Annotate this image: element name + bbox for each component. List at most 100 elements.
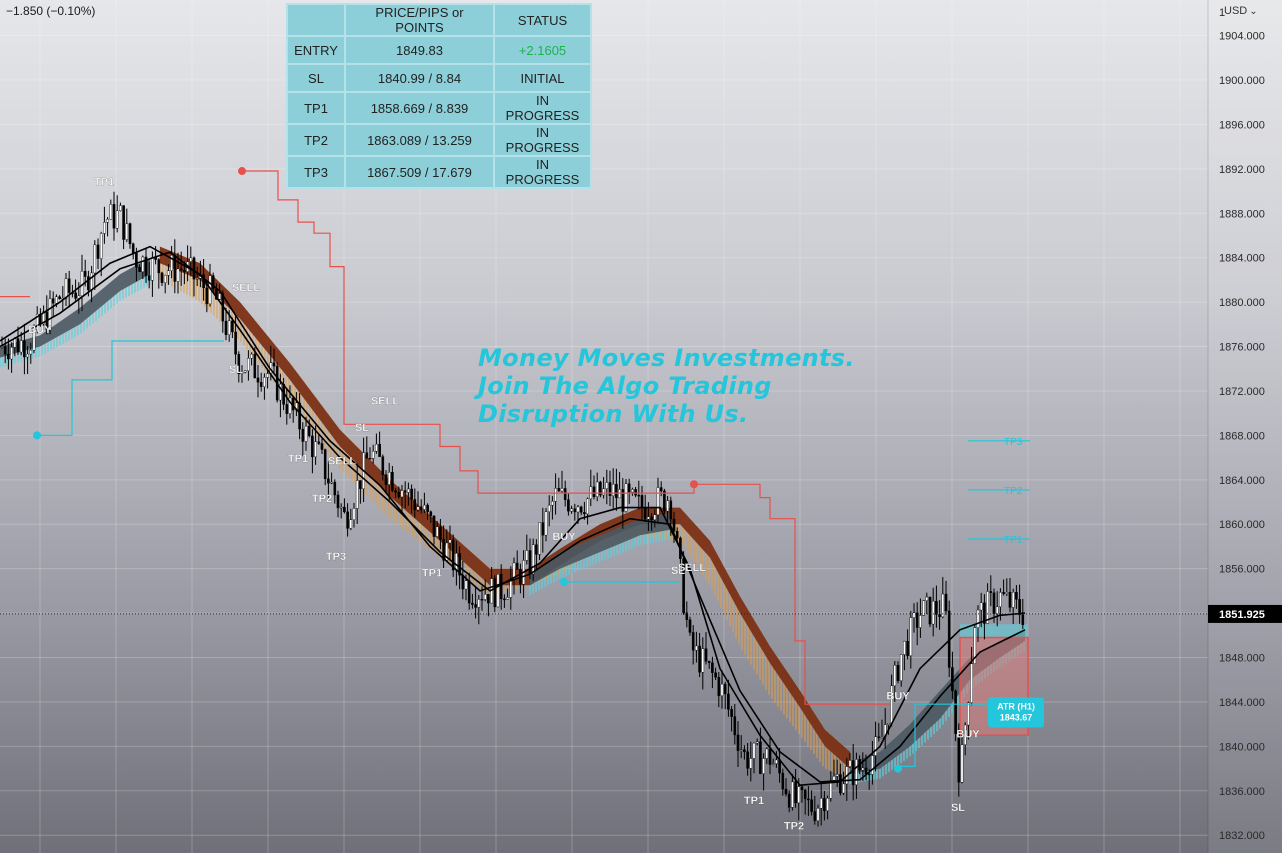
candle-body — [544, 511, 548, 536]
candle-body — [995, 606, 999, 614]
candle-body — [394, 490, 397, 493]
candle-body — [746, 751, 749, 769]
cyan-stripes — [529, 530, 669, 596]
candle-body — [752, 742, 756, 759]
candle-body — [234, 331, 237, 355]
candle-body — [775, 759, 778, 764]
candle-body — [26, 353, 29, 358]
candle-body — [650, 516, 653, 521]
candle-body — [675, 531, 679, 539]
candle-body — [243, 370, 247, 373]
candle-body — [288, 397, 292, 414]
signal-label: BUY — [28, 324, 52, 336]
candle-body — [90, 272, 93, 291]
candle-body — [563, 488, 567, 500]
candle-body — [611, 484, 615, 496]
row-status: IN PROGRESS — [493, 91, 592, 125]
candle-body — [941, 593, 945, 617]
signal-label: BUY — [886, 691, 910, 703]
cyan-stripes — [0, 274, 151, 368]
candles — [0, 191, 1025, 827]
candle-body — [189, 257, 193, 262]
price-tick-label: 1856.000 — [1219, 564, 1265, 576]
candle-body — [263, 377, 266, 387]
signal-label: SELL — [371, 395, 399, 407]
table-header: PRICE/PIPS or POINTS — [344, 3, 495, 37]
candle-body — [515, 562, 519, 570]
candle-body — [333, 481, 337, 496]
candle-body — [669, 500, 673, 520]
candle-body — [119, 205, 122, 211]
candle-body — [714, 672, 717, 678]
candle-body — [339, 506, 343, 509]
candle-body — [442, 539, 445, 561]
candle-body — [736, 734, 740, 751]
row-price: 1840.99 / 8.84 — [344, 63, 495, 93]
candle-body — [167, 270, 170, 276]
candle-body — [823, 798, 826, 812]
candle-body — [877, 736, 881, 738]
candle-body — [109, 204, 113, 220]
candle-body — [458, 552, 461, 576]
candle-body — [48, 298, 52, 331]
watermark-line: Join The Algo Trading — [478, 372, 772, 400]
candle-body — [749, 758, 753, 769]
candle-body — [10, 347, 13, 360]
candle-body — [691, 632, 695, 651]
candle-body — [29, 349, 33, 355]
candle-body — [698, 645, 701, 673]
candle-body — [151, 257, 154, 281]
candle-body — [928, 596, 932, 625]
candle-body — [1011, 592, 1015, 608]
candle-body — [797, 786, 801, 804]
candle-body — [480, 599, 484, 601]
signal-dot-marker — [238, 167, 246, 176]
table-row: SL 1840.99 / 8.84 INITIAL — [286, 63, 592, 93]
candle-body — [627, 483, 631, 493]
candle-body — [807, 798, 810, 801]
candle-body — [317, 441, 321, 444]
candle-body — [999, 592, 1002, 608]
candle-body — [432, 515, 436, 537]
candle-body — [800, 786, 804, 791]
candle-body — [307, 425, 311, 437]
candle-body — [0, 346, 4, 348]
candle-body — [781, 772, 785, 790]
candle-body — [58, 296, 61, 299]
candle-body — [819, 798, 823, 809]
candle-body — [503, 598, 506, 601]
candle-body — [327, 478, 330, 484]
candle-body — [791, 781, 794, 808]
candle-body — [426, 504, 429, 512]
candle-body — [733, 716, 737, 736]
candle-body — [647, 516, 650, 520]
candle-body — [842, 783, 845, 794]
table-row: TP1 1858.669 / 8.839 IN PROGRESS — [286, 91, 592, 125]
candle-body — [499, 574, 503, 600]
candle-body — [23, 340, 26, 358]
candle-body — [13, 338, 17, 348]
row-price: 1867.509 / 17.679 — [344, 155, 495, 189]
candle-body — [19, 340, 23, 353]
currency-selector[interactable]: USD ⌄ — [1224, 3, 1274, 19]
candle-body — [477, 599, 481, 608]
candle-body — [138, 267, 141, 273]
signal-label: SL — [671, 565, 685, 577]
candle-body — [963, 724, 967, 745]
candle-body — [771, 763, 775, 765]
candle-body — [634, 489, 637, 496]
candle-body — [608, 482, 612, 496]
candle-body — [592, 486, 596, 498]
candle-body — [99, 233, 103, 259]
table-header — [286, 3, 346, 37]
atr-badge — [988, 697, 1044, 728]
candle-body — [506, 597, 509, 600]
candle-body — [701, 648, 705, 673]
candle-body — [586, 498, 589, 515]
candle-body — [570, 508, 573, 512]
price-tick-label: 1868.000 — [1219, 430, 1265, 442]
candle-body — [954, 690, 957, 734]
candle-body — [621, 489, 625, 512]
